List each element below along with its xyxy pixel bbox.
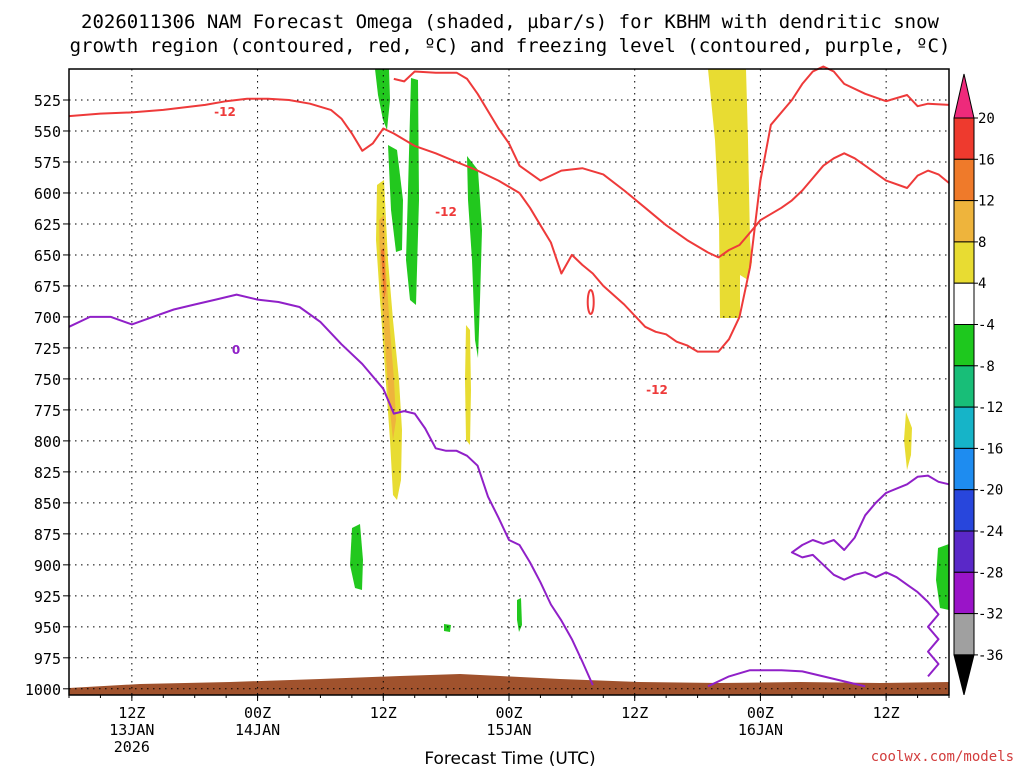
y-tick-label: 825: [34, 464, 61, 482]
omega-shading: [69, 69, 949, 695]
y-tick-label: 550: [34, 123, 61, 141]
y-tick-label: 575: [34, 154, 61, 172]
y-tick-label: 950: [34, 619, 61, 637]
y-tick-label: 750: [34, 371, 61, 389]
colorbar-label: 16: [978, 152, 995, 168]
omega-green-cell: [388, 145, 403, 252]
omega-green-cell: [350, 524, 363, 590]
colorbar-label: 8: [978, 235, 986, 251]
x-tick-label: 14JAN: [235, 721, 280, 739]
colorbar-swatch: [953, 571, 975, 615]
colorbar-swatch: [953, 613, 975, 656]
x-tick-label: 00Z: [747, 704, 774, 722]
x-tick-label: 2026: [114, 738, 150, 756]
colorbar-label: -32: [978, 607, 1003, 623]
x-tick-label: 12Z: [621, 704, 648, 722]
x-tick-label: 00Z: [244, 704, 271, 722]
y-tick-label: 525: [34, 92, 61, 110]
colorbar-swatch: [953, 241, 975, 284]
y-tick-label: 900: [34, 557, 61, 575]
y-axis-pressure: 525 550 575 600 625 650 675 700 725 750 775 800 825 8…: [25, 92, 69, 699]
plot-area: -12 -12 -12 0: [68, 65, 950, 696]
y-tick-label: 1000: [25, 681, 61, 699]
freezing-contour-label: 0: [232, 343, 240, 357]
omega-green-cell: [406, 78, 419, 305]
colorbar-label: -24: [978, 524, 1003, 540]
colorbar-label: -16: [978, 441, 1003, 457]
colorbar: 20 16 12 8 4 -4 -8 -12 -16 -20 -24 -28 -32 -36: [953, 73, 1003, 696]
y-tick-label: 850: [34, 495, 61, 513]
contour-dgz_lower_-12C: [393, 70, 950, 259]
omega-green-cell: [936, 544, 949, 610]
y-tick-label: 775: [34, 402, 61, 420]
contour-freezing_0C: [68, 293, 594, 686]
omega-green-cell: [444, 624, 451, 632]
x-tick-label: 12Z: [370, 704, 397, 722]
colorbar-label: -8: [978, 359, 995, 375]
colorbar-swatch: [953, 447, 975, 491]
x-axis-label: Forecast Time (UTC): [424, 749, 595, 768]
contour-freezing_0C_low: [707, 669, 866, 688]
dgz-contour-label: -12: [435, 205, 457, 219]
omega-yellow-cell: [465, 325, 471, 445]
x-tick-label: 16JAN: [738, 721, 783, 739]
y-tick-label: 600: [34, 185, 61, 203]
y-tick-label: 675: [34, 278, 61, 296]
x-tick-label: 15JAN: [486, 721, 531, 739]
colorbar-top-arrow: [953, 73, 975, 119]
dgz-contour-label: -12: [214, 105, 236, 119]
grid-lines: [69, 69, 949, 695]
colorbar-label: 20: [978, 111, 995, 127]
colorbar-label: -4: [978, 318, 995, 334]
colorbar-label: -36: [978, 648, 1003, 664]
colorbar-label: 4: [978, 276, 986, 292]
y-tick-label: 925: [34, 588, 61, 606]
x-tick-label: 12Z: [118, 704, 145, 722]
colorbar-bottom-arrow: [953, 654, 975, 696]
credit-text: coolwx.com/models: [871, 749, 1014, 765]
x-tick-label: 12Z: [873, 704, 900, 722]
colorbar-label: 12: [978, 194, 995, 210]
y-tick-label: 975: [34, 650, 61, 668]
colorbar-swatch: [953, 365, 975, 408]
colorbar-swatch: [953, 406, 975, 449]
y-tick-label: 725: [34, 340, 61, 358]
chart-title-line1: 2026011306 NAM Forecast Omega (shaded, µ…: [81, 11, 939, 33]
omega-green-cell: [517, 598, 522, 632]
colorbar-swatch: [953, 324, 975, 367]
colorbar-label: -12: [978, 400, 1003, 416]
contour-freezing_0C_right: [790, 474, 950, 678]
colorbar-swatch: [953, 282, 975, 326]
dgz-contour-label: -12: [646, 383, 668, 397]
y-tick-label: 650: [34, 247, 61, 265]
contour-dgz_upper_-12C: [68, 65, 950, 353]
y-tick-label: 875: [34, 526, 61, 544]
x-tick-label: 13JAN: [109, 721, 154, 739]
x-tick-label: 00Z: [495, 704, 522, 722]
omega-yellow-cell: [904, 412, 912, 470]
colorbar-swatch: [953, 530, 975, 573]
omega-green-cell: [375, 69, 390, 130]
y-tick-label: 800: [34, 433, 61, 451]
colorbar-swatch: [953, 158, 975, 202]
contour-dgz-small-ring: [586, 289, 595, 316]
colorbar-label: -20: [978, 483, 1003, 499]
colorbar-swatch: [953, 117, 975, 160]
y-tick-label: 700: [34, 309, 61, 327]
chart-title-line2: growth region (contoured, red, ºC) and f…: [70, 35, 951, 57]
y-tick-label: 625: [34, 216, 61, 234]
colorbar-label: -28: [978, 565, 1003, 581]
colorbar-swatch: [953, 200, 975, 243]
omega-green-cell: [467, 156, 482, 358]
temperature-contours: [68, 65, 950, 688]
colorbar-swatch: [953, 489, 975, 532]
terrain: [69, 674, 949, 695]
